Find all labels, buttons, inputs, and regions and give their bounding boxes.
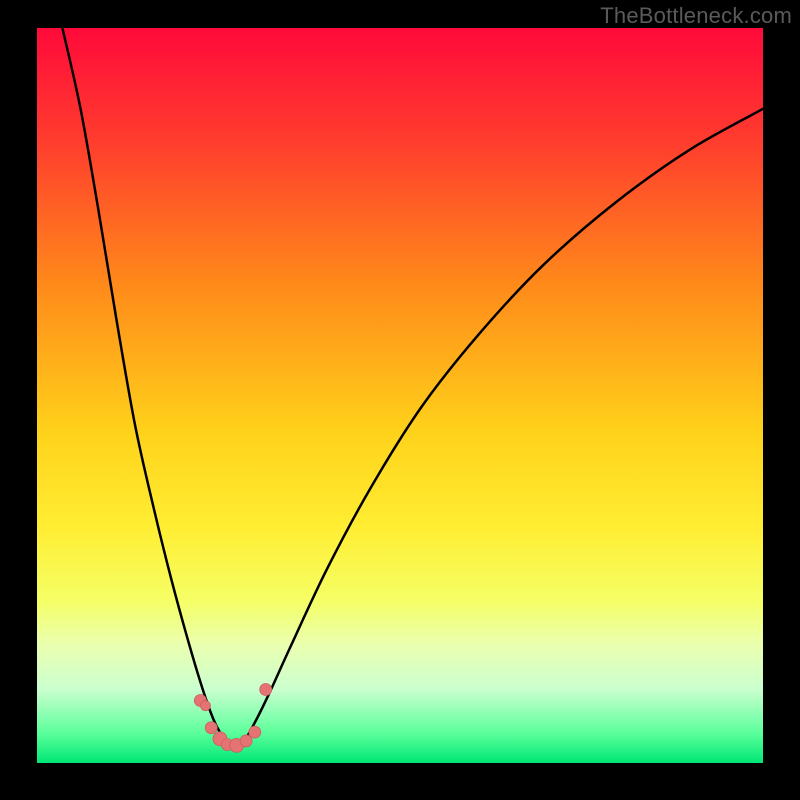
- data-markers: [37, 28, 763, 763]
- data-point-marker: [260, 684, 272, 696]
- data-point-marker: [240, 735, 252, 747]
- watermark-text: TheBottleneck.com: [600, 3, 792, 29]
- data-point-marker: [249, 726, 261, 738]
- data-point-marker: [205, 722, 217, 734]
- data-point-marker: [200, 701, 210, 711]
- plot-area: [37, 28, 763, 763]
